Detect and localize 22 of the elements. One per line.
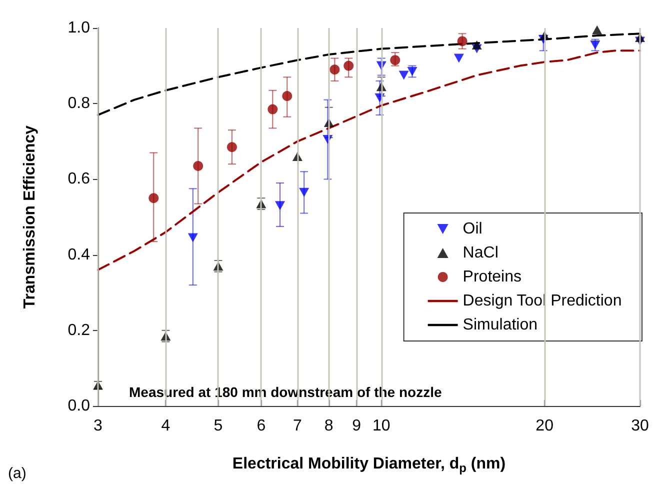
y-tick-label: 0.8 [68, 95, 90, 112]
legend-label: Oil [462, 220, 482, 238]
x-tick-label: 3 [94, 418, 103, 434]
y-tick-label: 1.0 [68, 20, 90, 36]
y-tick-label: 0.6 [68, 170, 90, 188]
x-tick-label: 20 [536, 418, 554, 434]
x-tick-label: 4 [161, 418, 170, 434]
legend-label: NaCl [462, 244, 498, 262]
x-tick-label: 30 [631, 418, 649, 434]
x-tick-label: 6 [256, 418, 266, 434]
legend-label: Proteins [462, 268, 522, 286]
legend-label: Simulation [462, 316, 538, 334]
text: (a) [8, 465, 26, 482]
y-tick-label: 0.4 [68, 246, 90, 264]
x-tick-label: 8 [324, 418, 334, 434]
x-tick-label: 7 [292, 418, 302, 434]
y-tick-label: 0.2 [68, 322, 90, 339]
x-tick-label: 5 [214, 418, 223, 434]
x-tick-label: 10 [372, 418, 390, 434]
x-tick-label: 9 [352, 418, 362, 434]
y-tick-label: 0.0 [68, 398, 90, 414]
y-axis-title: Transmission Efficiency [22, 125, 38, 309]
